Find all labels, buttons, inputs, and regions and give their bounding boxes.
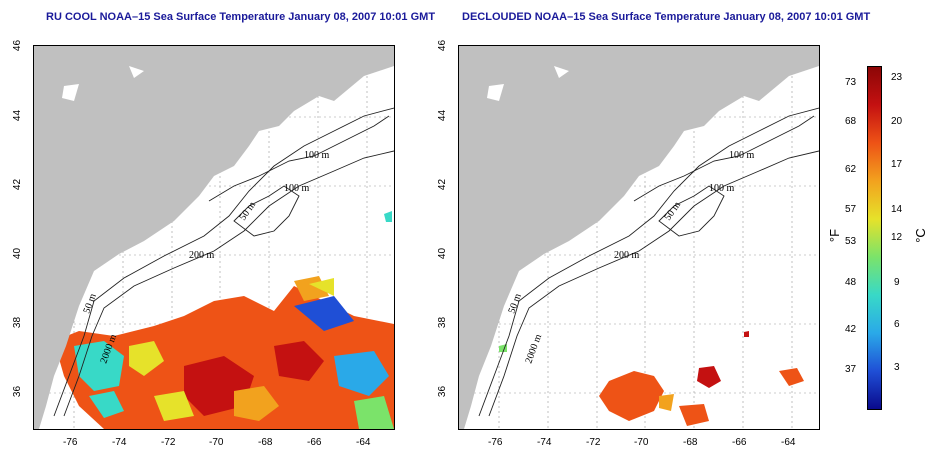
right-map-title: DECLOUDED NOAA–15 Sea Surface Temperatur…	[462, 11, 871, 23]
x-tick: -70	[209, 437, 224, 448]
x-tick: -72	[161, 437, 176, 448]
left-map-title: RU COOL NOAA–15 Sea Surface Temperature …	[46, 11, 436, 23]
f-tick: 53	[845, 236, 857, 247]
right-contour-100b: 100 m	[709, 183, 735, 194]
left-contour-50b: 50 m	[81, 292, 98, 315]
f-tick: 62	[845, 164, 857, 175]
f-tick: 42	[845, 324, 857, 335]
right-bathymetry-contours	[478, 107, 819, 417]
c-tick: 20	[891, 116, 903, 127]
right-contour-100a: 100 m	[729, 150, 755, 161]
celsius-unit-label: °C	[912, 228, 928, 243]
y-tick: 42	[437, 178, 449, 191]
x-tick: -76	[63, 437, 78, 448]
left-contour-100b: 100 m	[284, 183, 310, 194]
left-contour-100a: 100 m	[304, 150, 330, 161]
y-tick: 38	[12, 316, 24, 329]
x-tick: -64	[781, 437, 796, 448]
left-sst-data	[54, 211, 394, 429]
y-tick: 38	[437, 316, 449, 329]
left-contour-200: 200 m	[189, 250, 215, 261]
f-tick: 48	[845, 277, 857, 288]
left-sst-map: 100 m 100 m 50 m 200 m 50 m 2000 m	[33, 45, 395, 430]
x-tick: -66	[307, 437, 322, 448]
x-tick: -74	[537, 437, 552, 448]
right-sst-data	[499, 331, 804, 426]
y-tick: 36	[12, 385, 24, 398]
right-contour-2000: 2000 m	[523, 333, 544, 365]
right-contour-50b: 50 m	[506, 292, 523, 315]
f-tick: 68	[845, 116, 857, 127]
y-tick: 40	[437, 247, 449, 260]
temperature-colorbar	[867, 66, 882, 410]
y-tick: 40	[12, 247, 24, 260]
left-landmass	[34, 46, 394, 429]
y-tick: 46	[437, 39, 449, 52]
c-tick: 12	[891, 232, 903, 243]
y-tick: 44	[437, 109, 449, 122]
f-tick: 73	[845, 77, 857, 88]
fahrenheit-unit-label: °F	[827, 228, 843, 243]
c-tick: 3	[894, 362, 900, 373]
y-tick: 46	[12, 39, 24, 52]
x-tick: -66	[732, 437, 747, 448]
c-tick: 23	[891, 72, 903, 83]
f-tick: 37	[845, 364, 857, 375]
right-contour-200: 200 m	[614, 250, 640, 261]
x-tick: -76	[488, 437, 503, 448]
right-sst-map: 100 m 100 m 50 m 200 m 50 m 2000 m	[458, 45, 820, 430]
f-tick: 57	[845, 204, 857, 215]
left-bathymetry-contours	[53, 107, 394, 417]
y-tick: 44	[12, 109, 24, 122]
right-landmass	[459, 46, 819, 429]
c-tick: 14	[891, 204, 903, 215]
x-tick: -74	[112, 437, 127, 448]
right-lakes	[487, 66, 569, 101]
x-tick: -70	[634, 437, 649, 448]
x-tick: -68	[683, 437, 698, 448]
x-tick: -64	[356, 437, 371, 448]
c-tick: 9	[894, 277, 900, 288]
c-tick: 6	[894, 319, 900, 330]
x-tick: -68	[258, 437, 273, 448]
y-tick: 36	[437, 385, 449, 398]
x-tick: -72	[586, 437, 601, 448]
c-tick: 17	[891, 159, 903, 170]
y-tick: 42	[12, 178, 24, 191]
left-lakes	[62, 66, 144, 101]
